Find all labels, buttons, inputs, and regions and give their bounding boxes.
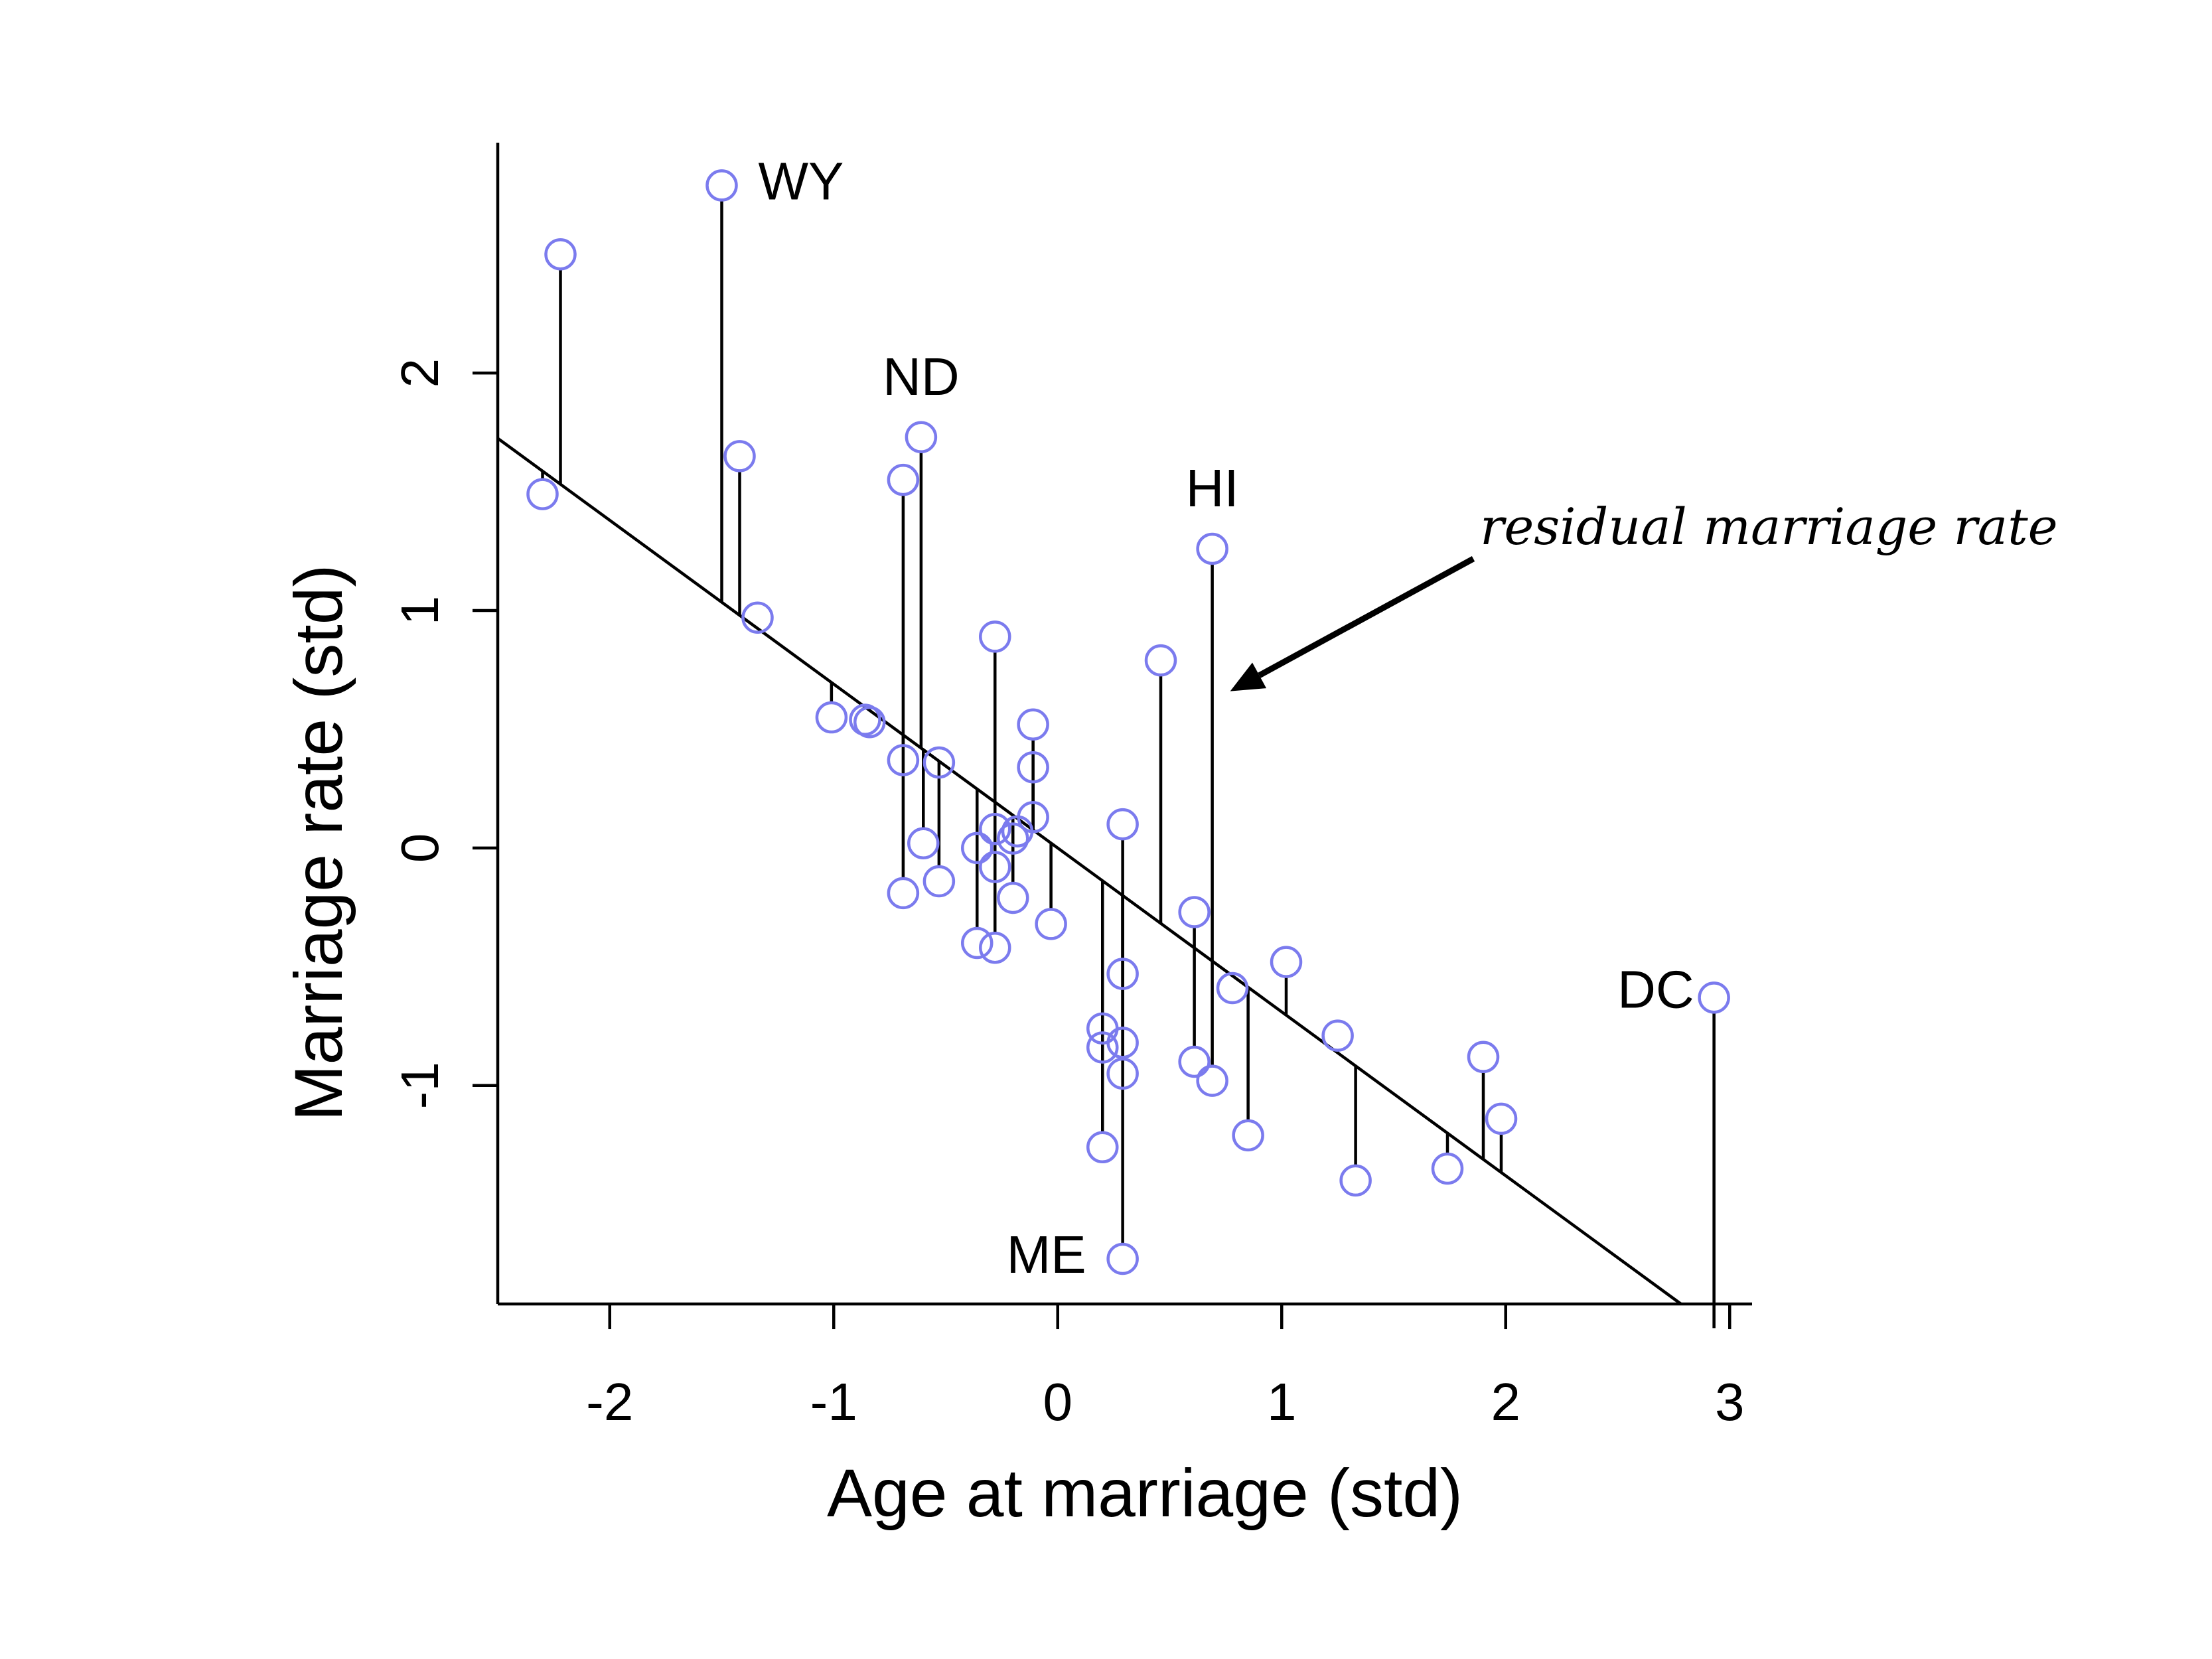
data-point [922,746,956,779]
data-point [1339,1164,1372,1197]
y-tick-label: 1 [390,596,449,626]
data-point [961,831,994,865]
data-point [815,701,848,734]
data-point [979,851,1011,883]
data-point [1017,801,1049,833]
y-axis-title: Marriage rate (std) [281,565,356,1121]
data-point [1144,644,1177,677]
data-point [526,478,559,510]
x-axis-ticks: -2 -1 0 1 2 3 [586,1304,1745,1431]
data-point [1106,1027,1139,1059]
annotation-arrowhead [1230,662,1267,691]
point-label: ND [883,347,960,406]
point-label: HI [1186,459,1239,518]
point-labels: WY ND ME HI DC [759,152,1694,1285]
data-point [1270,946,1303,978]
data-point [1232,1119,1264,1152]
data-point [979,931,1011,964]
data-point [741,601,774,634]
data-point [1106,1057,1139,1090]
data-point [1698,981,1730,1014]
data-point [979,620,1011,653]
data-point [853,705,886,739]
x-tick-label: 1 [1267,1372,1297,1431]
data-point [705,169,738,202]
data-point [905,421,938,454]
annotation-arrow [1258,556,1475,678]
regression-line [496,437,1682,1305]
data-point [997,822,1029,855]
data-point [1106,808,1139,841]
residual-annotation: residual marriage rate [1230,497,2058,691]
data-point [887,463,920,496]
y-tick-label: 2 [390,358,449,388]
x-tick-label: -2 [586,1372,633,1431]
x-axis-title: Age at marriage (std) [827,1455,1463,1531]
data-point [1196,1064,1228,1097]
data-point [1017,751,1049,784]
data-point [1106,958,1139,990]
x-tick-label: -1 [810,1372,857,1431]
x-tick-label: 3 [1715,1372,1745,1431]
y-tick-label: -1 [390,1062,449,1109]
point-label: ME [1007,1225,1086,1284]
x-tick-label: 0 [1043,1372,1073,1431]
point-label: DC [1617,960,1694,1019]
y-tick-label: 0 [390,833,449,863]
data-point [887,877,920,910]
point-label: WY [759,152,844,211]
data-point [1178,896,1211,928]
data-point [1086,1031,1119,1064]
data-point [544,238,577,271]
data-point [922,865,956,898]
data-point [887,744,920,776]
data-point [1017,708,1049,741]
data-point [979,813,1011,845]
axes: -2 -1 0 1 2 3 -1 0 1 2 [390,143,1752,1431]
data-point [1178,1045,1211,1078]
data-point [1485,1102,1518,1135]
data-point [723,440,756,472]
data-point [1106,1242,1139,1275]
data-points [526,169,1730,1275]
data-point [1216,972,1249,1005]
data-point [1035,908,1067,940]
residual-segments [541,200,1716,1329]
data-point [1196,532,1228,565]
data-point [907,827,940,859]
data-point [1467,1041,1500,1074]
data-point [997,881,1029,914]
data-point [849,703,881,736]
data-point [1431,1152,1464,1185]
annotation-text: residual marriage rate [1480,497,2058,556]
y-axis-ticks: -1 0 1 2 [390,358,498,1109]
data-point [1321,1019,1354,1052]
data-point [961,926,994,960]
data-point [1086,1131,1119,1164]
x-tick-label: 2 [1491,1372,1521,1431]
